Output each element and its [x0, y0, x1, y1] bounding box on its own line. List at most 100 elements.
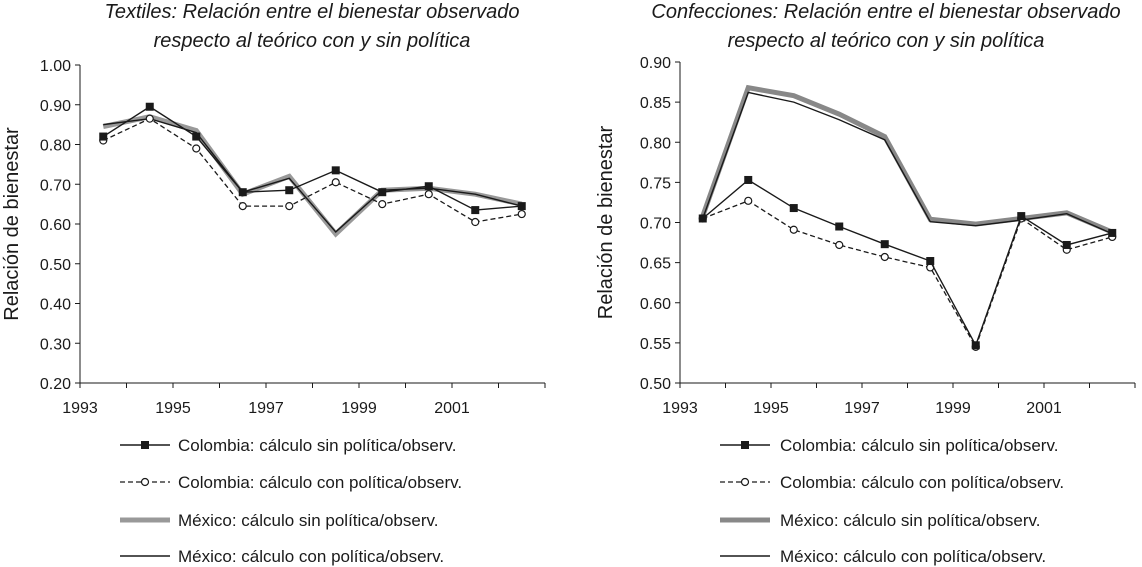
data-point	[145, 102, 154, 111]
data-point	[1017, 212, 1026, 221]
series-line	[102, 105, 522, 211]
data-point	[789, 225, 798, 234]
chart-title-line: Textiles: Relación entre el bienestar ob…	[104, 1, 519, 23]
chart-title-line: respecto al teórico con y sin política	[728, 30, 1045, 52]
x-tick-label: 1993	[662, 400, 698, 417]
data-point	[926, 257, 935, 266]
x-tick-label: 2001	[1026, 400, 1062, 417]
data-point	[238, 202, 247, 211]
x-tick-label: 1997	[248, 400, 284, 417]
legend-item: Colombia: cálculo sin política/observ.	[720, 436, 1058, 455]
legend-item: México: cálculo sin política/observ.	[720, 511, 1040, 530]
chart-textiles: Textiles: Relación entre el bienestar ob…	[1, 1, 546, 566]
legend-label: Colombia: cálculo con política/observ.	[780, 473, 1064, 492]
series-0	[698, 175, 1117, 350]
data-point	[331, 166, 340, 175]
data-point	[192, 144, 201, 153]
y-tick-label: 0.85	[640, 95, 671, 112]
data-point	[698, 214, 707, 223]
data-point	[378, 200, 387, 209]
series-line	[702, 91, 1113, 235]
legend-item: México: cálculo sin política/observ.	[120, 511, 438, 530]
legend-item: Colombia: cálculo con política/observ.	[720, 473, 1064, 492]
y-tick-label: 0.70	[640, 216, 671, 233]
legend-item: México: cálculo con política/observ.	[720, 547, 1046, 566]
series-line	[702, 179, 1113, 348]
data-point	[285, 186, 294, 195]
data-point	[517, 202, 526, 211]
data-point	[880, 252, 889, 262]
legend-marker	[141, 441, 149, 449]
legend-label: México: cálculo con política/observ.	[178, 547, 444, 566]
legend-label: México: cálculo con política/observ.	[780, 547, 1046, 566]
data-point	[331, 178, 340, 187]
y-tick-label: 1.00	[40, 58, 71, 75]
y-tick-label: 0.75	[640, 175, 671, 192]
chart-title-line: respecto al teórico con y sin política	[154, 30, 471, 52]
chart-confecciones: Confecciones: Relación entre el bienesta…	[595, 1, 1136, 566]
y-axis-label: Relación de bienestar	[595, 125, 617, 319]
data-point	[424, 182, 433, 191]
y-tick-label: 0.60	[640, 296, 671, 313]
series-line	[700, 84, 1114, 235]
series-2	[102, 114, 523, 238]
legend-marker	[740, 477, 750, 487]
data-point	[285, 202, 294, 211]
chart-title-line: Confecciones: Relación entre el bienesta…	[651, 1, 1120, 23]
x-tick-label: 1999	[935, 400, 971, 417]
data-point	[835, 240, 844, 250]
data-point	[517, 209, 526, 219]
legend-label: México: cálculo sin política/observ.	[178, 511, 438, 530]
data-point	[238, 188, 247, 197]
data-point	[1108, 228, 1117, 237]
legend-item: México: cálculo con política/observ.	[120, 547, 444, 566]
x-tick-label: 1999	[341, 400, 377, 417]
legend-label: Colombia: cálculo sin política/observ.	[178, 436, 456, 455]
y-tick-label: 0.30	[40, 336, 71, 353]
y-tick-label: 0.90	[640, 55, 671, 72]
x-tick-label: 1995	[753, 400, 789, 417]
series-line	[102, 114, 523, 238]
data-point	[424, 190, 433, 199]
y-tick-label: 0.80	[40, 138, 71, 155]
y-tick-label: 0.50	[40, 257, 71, 274]
series-line	[103, 117, 522, 233]
data-point	[192, 132, 201, 141]
legend-item: Colombia: cálculo sin política/observ.	[120, 436, 456, 455]
data-point	[789, 204, 798, 213]
data-point	[471, 206, 480, 215]
x-tick-label: 1995	[155, 400, 191, 417]
series-2	[700, 84, 1114, 235]
y-tick-label: 0.55	[640, 336, 671, 353]
x-tick-label: 1997	[844, 400, 880, 417]
data-point	[145, 114, 154, 123]
x-tick-label: 2001	[434, 400, 470, 417]
series-3	[103, 117, 522, 233]
legend-label: México: cálculo sin política/observ.	[780, 511, 1040, 530]
series-3	[702, 91, 1113, 235]
legend-label: Colombia: cálculo sin política/observ.	[780, 436, 1058, 455]
legend-label: Colombia: cálculo con política/observ.	[178, 473, 462, 492]
data-point	[1062, 240, 1071, 249]
y-tick-label: 0.90	[40, 98, 71, 115]
data-point	[471, 217, 480, 227]
y-tick-label: 0.20	[40, 376, 71, 393]
data-point	[99, 132, 108, 141]
data-point	[880, 240, 889, 249]
y-axis-label: Relación de bienestar	[1, 127, 23, 321]
legend-marker	[140, 477, 150, 487]
y-tick-label: 0.70	[40, 177, 71, 194]
series-line	[702, 200, 1113, 349]
data-point	[971, 341, 980, 350]
data-point	[835, 222, 844, 231]
y-tick-label: 0.40	[40, 297, 71, 314]
y-tick-label: 0.80	[640, 135, 671, 152]
data-point	[744, 175, 753, 184]
series-1	[698, 196, 1117, 351]
series-0	[99, 102, 526, 215]
legend-item: Colombia: cálculo con política/observ.	[120, 473, 462, 492]
data-point	[744, 196, 753, 205]
legend-marker	[741, 441, 749, 449]
y-tick-label: 0.60	[40, 217, 71, 234]
